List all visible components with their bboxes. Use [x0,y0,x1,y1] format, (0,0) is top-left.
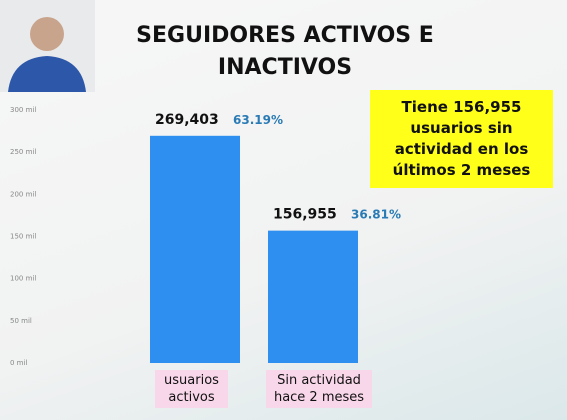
percent-label: 63.19% [233,113,283,127]
bar [268,230,358,363]
y-tick-label: 150 mil [10,233,36,241]
bar [150,135,240,363]
y-tick-label: 100 mil [10,275,36,283]
y-tick-label: 200 mil [10,190,36,198]
photo-face [30,17,64,51]
y-tick-label: 50 mil [10,317,32,325]
y-tick-label: 0 mil [10,359,27,367]
percent-label: 36.81% [351,208,401,222]
chart-title: SEGUIDORES ACTIVOS E INACTIVOS [136,23,434,80]
value-label: 269,403 [155,112,219,128]
annotation: Tiene 156,955 usuarios sin actividad en … [370,90,553,188]
y-tick-label: 300 mil [10,106,36,114]
y-tick-label: 250 mil [10,148,36,156]
category-label: Sin actividad hace 2 meses [266,370,372,408]
value-label: 156,955 [273,207,337,223]
category-label: usuarios activos [155,370,228,408]
photo-body [8,56,86,92]
